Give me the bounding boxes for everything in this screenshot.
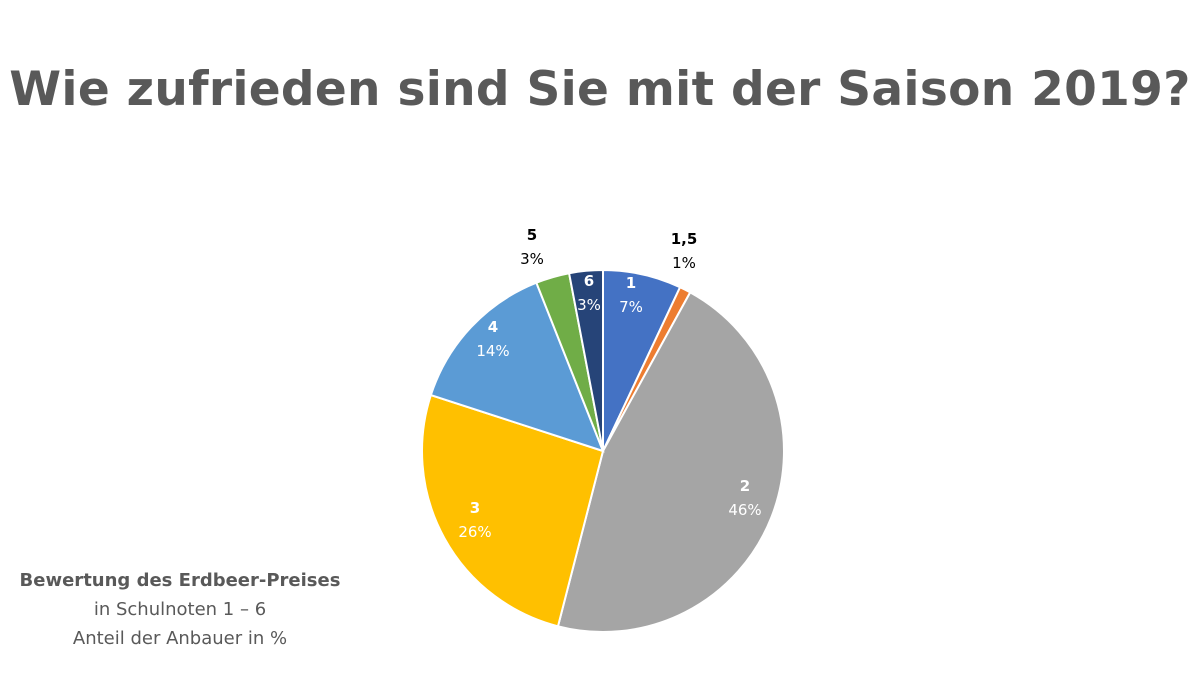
slice-percent-label: 3%: [577, 296, 601, 314]
slice-category-label: 6: [584, 272, 594, 290]
slice-percent-label: 26%: [458, 523, 491, 541]
chart-title: Wie zufrieden sind Sie mit der Saison 20…: [9, 62, 1191, 117]
pie-labels: 1 7% 1,5 1% 2 46% 3 26% 4 14% 5 3% 6 3%: [458, 226, 761, 541]
caption-line-2: in Schulnoten 1 – 6: [93, 599, 267, 620]
slice-category-label: 4: [488, 318, 498, 336]
pie-slice-4: [429, 281, 605, 453]
slice-category-label: 1: [626, 274, 636, 292]
slice-category-label: 1,5: [671, 230, 698, 248]
slice-category-label: 2: [740, 477, 750, 495]
slice-percent-label: 46%: [728, 501, 761, 519]
chart-caption: Bewertung des Erdbeer-Preises in Schulno…: [0, 566, 360, 653]
pie-slice-6: [567, 268, 604, 452]
caption-line-1: Bewertung des Erdbeer-Preises: [19, 570, 341, 591]
slice-percent-label: 1%: [672, 254, 696, 272]
slice-category-label: 3: [470, 499, 480, 517]
pie-slices: [421, 268, 785, 633]
slice-percent-label: 14%: [476, 342, 509, 360]
slice-category-label: 5: [527, 226, 537, 244]
caption-line-3: Anteil der Anbauer in %: [72, 628, 288, 649]
slice-percent-label: 7%: [619, 298, 643, 316]
slice-percent-label: 3%: [520, 250, 544, 268]
pie-slice-2: [556, 291, 785, 633]
pie-slice-3: [421, 393, 605, 628]
